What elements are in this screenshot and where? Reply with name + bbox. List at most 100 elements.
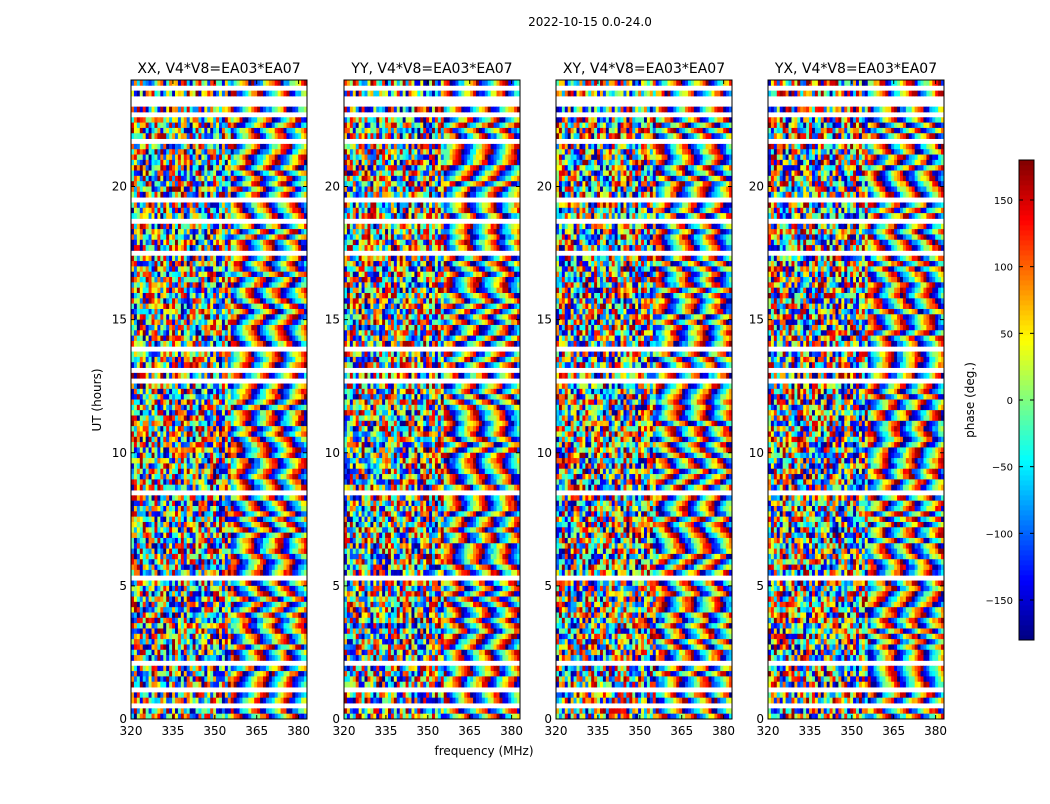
phase-cell [172, 421, 175, 427]
phase-cell [146, 453, 149, 459]
phase-cell [190, 245, 193, 251]
phase-cell [137, 394, 140, 400]
phase-cell [166, 277, 169, 283]
phase-cell [193, 533, 196, 539]
phase-cell [210, 229, 213, 235]
phase-cell [237, 517, 240, 523]
phase-cell [213, 165, 216, 171]
phase-cell [137, 298, 140, 304]
phase-cell [175, 405, 178, 411]
phase-cell [248, 293, 251, 299]
phase-cell [146, 431, 149, 437]
phase-cell [190, 533, 193, 539]
phase-cell [169, 91, 172, 97]
phase-cell [181, 298, 184, 304]
phase-cell [234, 447, 237, 453]
phase-cell [301, 234, 304, 240]
phase-cell [242, 282, 245, 288]
phase-cell [266, 261, 269, 267]
phase-cell [178, 554, 181, 560]
phase-cell [146, 155, 149, 161]
phase-cell [222, 176, 225, 182]
phase-cell [257, 224, 260, 230]
phase-cell [240, 266, 243, 272]
phase-cell [257, 128, 260, 134]
phase-cell [175, 586, 178, 592]
phase-cell [210, 160, 213, 166]
phase-cell [181, 453, 184, 459]
phase-cell [278, 309, 281, 315]
phase-cell [284, 165, 287, 171]
phase-cell [260, 176, 263, 182]
phase-cell [178, 463, 181, 469]
phase-cell [245, 298, 248, 304]
phase-cell [175, 421, 178, 427]
phase-cell [248, 479, 251, 485]
phase-cell [175, 447, 178, 453]
phase-cell [146, 261, 149, 267]
phase-cell [289, 171, 292, 177]
phase-cell [301, 554, 304, 560]
phase-cell [146, 192, 149, 198]
phase-cell [172, 208, 175, 214]
phase-cell [193, 272, 196, 278]
phase-cell [263, 187, 266, 193]
phase-cell [272, 202, 275, 208]
phase-cell [225, 549, 228, 555]
phase-cell [198, 272, 201, 278]
phase-cell [160, 421, 163, 427]
phase-cell [245, 325, 248, 331]
phase-cell [257, 357, 260, 363]
phase-cell [193, 336, 196, 342]
phase-cell [269, 453, 272, 459]
phase-cell [204, 192, 207, 198]
phase-cell [248, 458, 251, 464]
phase-cell [169, 320, 172, 326]
phase-cell [298, 320, 301, 326]
phase-cell [216, 581, 219, 587]
phase-cell [260, 352, 263, 358]
phase-cell [269, 469, 272, 475]
phase-cell [166, 155, 169, 161]
phase-cell [137, 336, 140, 342]
phase-cell [181, 272, 184, 278]
phase-cell [275, 149, 278, 155]
phase-cell [146, 187, 149, 193]
phase-cell [196, 208, 199, 214]
phase-cell [301, 501, 304, 507]
phase-cell [272, 224, 275, 230]
phase-cell [263, 240, 266, 246]
phase-cell [225, 117, 228, 123]
phase-cell [269, 543, 272, 549]
phase-cell [140, 208, 143, 214]
phase-cell [260, 149, 263, 155]
phase-cell [196, 133, 199, 139]
phase-cell [181, 261, 184, 267]
phase-cell [178, 565, 181, 571]
phase-cell [178, 453, 181, 459]
phase-cell [257, 426, 260, 432]
phase-cell [228, 559, 231, 565]
phase-cell [272, 234, 275, 240]
phase-cell [154, 277, 157, 283]
phase-cell [169, 181, 172, 187]
phase-cell [278, 187, 281, 193]
phase-cell [272, 165, 275, 171]
phase-cell [266, 187, 269, 193]
phase-cell [240, 117, 243, 123]
phase-cell [231, 266, 234, 272]
phase-cell [278, 479, 281, 485]
phase-cell [237, 352, 240, 358]
phase-cell [251, 506, 254, 512]
phase-cell [178, 506, 181, 512]
phase-cell [257, 304, 260, 310]
phase-cell [286, 495, 289, 501]
phase-cell [275, 538, 278, 544]
phase-cell [210, 543, 213, 549]
phase-cell [284, 431, 287, 437]
phase-cell [237, 202, 240, 208]
phase-cell [301, 527, 304, 533]
phase-cell [169, 458, 172, 464]
phase-cell [257, 107, 260, 113]
phase-cell [219, 442, 222, 448]
